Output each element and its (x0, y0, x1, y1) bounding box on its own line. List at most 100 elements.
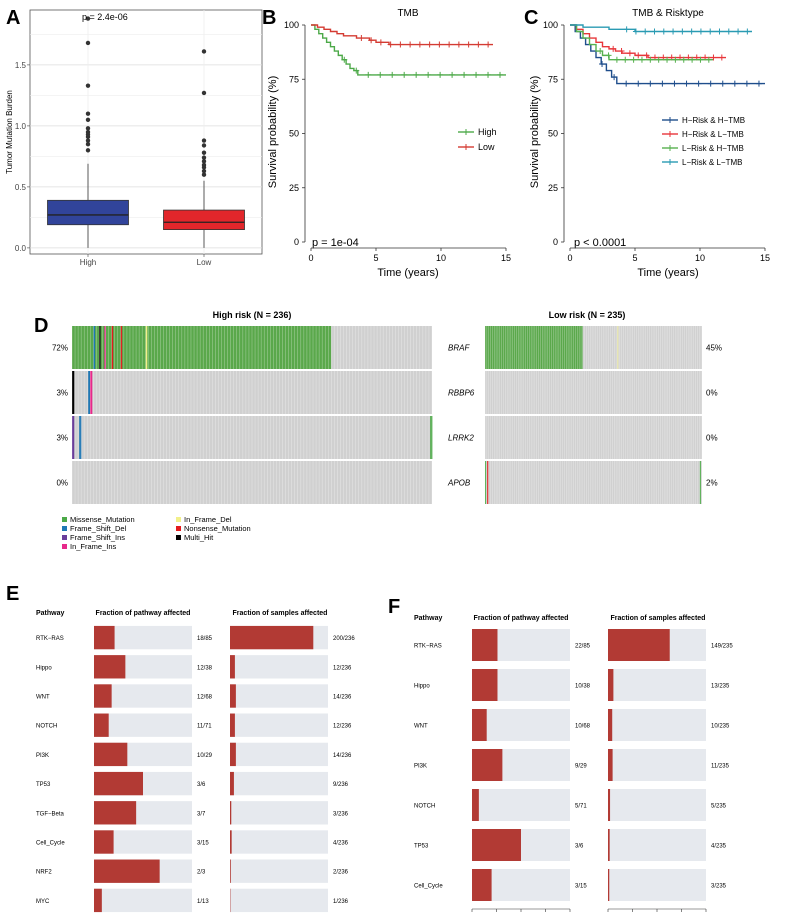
censor-mark (455, 41, 462, 48)
mutation-cell (485, 461, 487, 504)
censor-mark (660, 28, 667, 35)
censor-mark (725, 28, 732, 35)
legend-label: L−Risk & L−TMB (682, 158, 742, 167)
censor-mark (716, 28, 723, 35)
outlier-point (201, 159, 207, 164)
panel-c-pvalue: p < 0.0001 (574, 237, 626, 249)
high-braf-mutations (72, 326, 332, 369)
sample-bar (608, 709, 613, 741)
pathway-bar (472, 629, 498, 661)
sample-count: 4/236 (333, 841, 349, 847)
legend-swatch (62, 526, 67, 531)
sample-bar-bg (230, 830, 328, 854)
pathway-label: NOTCH (414, 804, 435, 810)
censor-mark (485, 71, 492, 78)
mutation-cell (72, 371, 75, 414)
panel-d-oncoplot: High risk (N = 236) Low risk (N = 235) 7… (52, 310, 722, 551)
censor-mark (735, 28, 742, 35)
outlier-point (85, 126, 91, 131)
pathway-bar (94, 859, 160, 883)
low-pct-label: 0% (706, 389, 718, 398)
censor-mark (473, 71, 480, 78)
censor-mark (643, 52, 650, 59)
panel-b-ylabel: Survival probability (%) (267, 76, 279, 188)
censor-mark (707, 80, 714, 87)
pathway-bar (472, 869, 492, 901)
pathway-count: 5/71 (575, 804, 587, 810)
outlier-point (201, 138, 207, 143)
pathway-bar (94, 888, 102, 913)
y-tick-label: 75 (289, 74, 299, 84)
sample-bar (230, 742, 236, 767)
sample-bar-bg (608, 789, 706, 821)
sample-count: 2/236 (333, 870, 349, 876)
low-row-bg (485, 416, 702, 459)
pathway-bar-bg (94, 830, 192, 854)
pathway-bar-bg (472, 709, 570, 741)
sample-bar-bg (230, 655, 328, 679)
pathway-bar (472, 669, 498, 701)
mutation-cell (487, 461, 489, 504)
censor-mark (683, 80, 690, 87)
pathway-bar (472, 789, 479, 821)
sample-bar (230, 625, 314, 650)
gene-label: APOB (447, 479, 471, 488)
km-curve-1 (570, 24, 726, 59)
gene-label: LRRK2 (448, 434, 474, 443)
censor-mark (755, 80, 762, 87)
censor-mark (605, 52, 612, 59)
sample-bar-bg (230, 742, 328, 767)
censor-mark (679, 28, 686, 35)
pathway-bar-bg (94, 684, 192, 708)
pathway-label: NRF2 (36, 870, 52, 876)
censor-mark (670, 28, 677, 35)
censor-mark (642, 28, 649, 35)
panel-b-pvalue: p = 1e-04 (312, 237, 359, 249)
y-tick-label: 100 (284, 20, 299, 30)
outlier-point (85, 117, 91, 123)
legend-label: Nonsense_Mutation (184, 524, 251, 533)
sample-bar (230, 655, 235, 679)
sample-bar-bg (608, 749, 706, 781)
censor-mark (638, 56, 645, 63)
km-curve-1 (311, 24, 493, 46)
outlier-point (201, 168, 207, 174)
x-tick-label: 15 (760, 253, 770, 263)
panel-b-xlabel: Time (years) (377, 267, 438, 279)
panel-letter-e: E (6, 583, 19, 605)
pathway-bar (472, 709, 487, 741)
panel-letter-d: D (34, 315, 48, 337)
censor-mark (731, 80, 738, 87)
pathway-bar (94, 655, 126, 679)
censor-mark (497, 71, 504, 78)
pathway-bar (94, 801, 137, 825)
pathway-label: PI3K (36, 753, 49, 759)
pathway-count: 18/85 (197, 636, 213, 642)
high-pct-label: 3% (56, 434, 68, 443)
censor-mark (425, 71, 432, 78)
outlier-point (85, 111, 91, 116)
outlier-point (85, 16, 91, 21)
pathway-label: PI3K (414, 764, 427, 770)
pathway-bar (94, 830, 114, 854)
panel-a-pvalue: p = 2.4e-06 (82, 12, 128, 22)
outlier-point (85, 142, 91, 147)
sample-count: 13/235 (711, 684, 730, 690)
censor-mark (743, 80, 750, 87)
censor-mark (475, 41, 482, 48)
censor-mark (618, 48, 625, 55)
sample-count: 149/235 (711, 644, 733, 650)
pathway-label: Hippo (414, 684, 430, 690)
mutation-cell (72, 416, 75, 459)
x-tick-label: 10 (436, 253, 446, 263)
censor-mark (623, 80, 630, 87)
pathway-label: TP53 (36, 782, 51, 788)
pathway-label: NOTCH (36, 724, 57, 730)
x-tick-label: 0 (567, 253, 572, 263)
sample-bar-bg (608, 829, 706, 861)
legend-mark (667, 131, 673, 137)
censor-mark (622, 56, 629, 63)
outlier-point (201, 162, 207, 168)
legend-mark (667, 117, 673, 123)
sample-bar (230, 801, 232, 825)
